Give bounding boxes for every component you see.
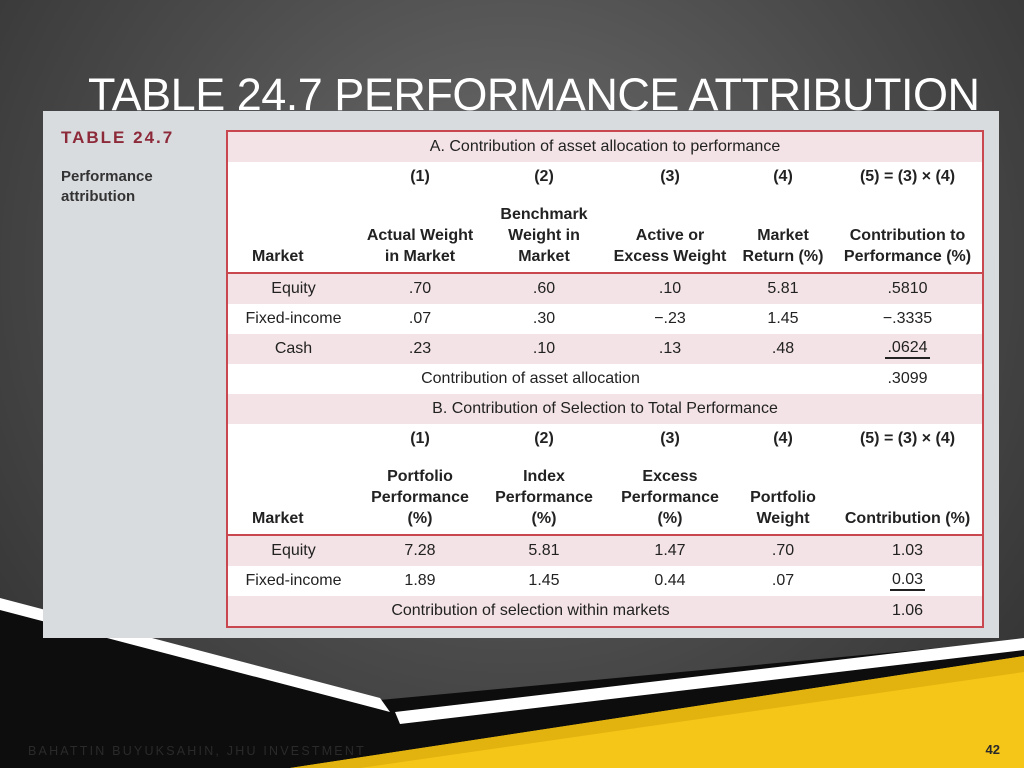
table-cell: .48 [733, 334, 833, 364]
col-number: (3) [660, 430, 680, 447]
column-header: Contribution to Performance (%) [843, 227, 972, 265]
table-cell: .70 [359, 273, 481, 304]
section-a-header-row: Market Actual Weight in Market Benchmark… [227, 192, 984, 273]
table-cell: .07 [771, 572, 795, 589]
column-header: Excess Performance (%) [621, 468, 719, 527]
column-header: Market [252, 510, 304, 527]
page-number: 42 [985, 742, 1000, 757]
section-b-header-row: Market Portfolio Performance (%) Index P… [227, 454, 984, 535]
table-row: Fixed-income 1.89 1.45 0.44 .07 0.03 [227, 566, 983, 596]
col-number: (4) [773, 430, 793, 447]
column-header: Actual Weight in Market [366, 227, 474, 265]
section-a-column-numbers: (1) (2) (3) (4) (5) = (3) × (4) [227, 162, 983, 192]
table-cell: 0.44 [654, 572, 686, 589]
col-number: (2) [534, 430, 554, 447]
total-value: 1.06 [833, 596, 984, 627]
market-cell: Fixed-income [245, 310, 342, 327]
table-cell: .10 [481, 334, 607, 364]
col-number: (2) [534, 168, 554, 185]
table-caption-label: TABLE 24.7 [61, 128, 175, 147]
column-header: Market Return (%) [742, 227, 824, 265]
table-cell: 0.03 [833, 566, 983, 596]
table-cell: 1.89 [404, 572, 436, 589]
table-cell: .70 [733, 535, 833, 566]
table-cell: .13 [607, 334, 733, 364]
col-number: (5) = (3) × (4) [859, 168, 956, 185]
performance-attribution-table: A. Contribution of asset allocation to p… [226, 130, 985, 628]
market-cell: Equity [227, 273, 359, 304]
col-number: (5) = (3) × (4) [859, 430, 956, 447]
table-cell: .5810 [833, 273, 984, 304]
section-a-title: A. Contribution of asset allocation to p… [227, 131, 984, 162]
section-b-title: B. Contribution of Selection to Total Pe… [227, 394, 984, 424]
table-cell: .10 [607, 273, 733, 304]
table-row: Equity .70 .60 .10 5.81 .5810 [227, 273, 984, 304]
table-caption-description: Performance attribution [61, 168, 153, 205]
column-header: Benchmark Weight in Market [500, 206, 588, 265]
column-header: Active or Excess Weight [613, 227, 727, 265]
total-row: Contribution of selection within markets… [227, 596, 984, 627]
market-cell: Equity [227, 535, 359, 566]
table-cell: .30 [532, 310, 556, 327]
market-cell: Fixed-income [245, 572, 342, 589]
table-cell: 1.45 [528, 572, 560, 589]
table-cell: 5.81 [733, 273, 833, 304]
total-label: Contribution of asset allocation [421, 370, 640, 387]
table-row: Fixed-income .07 .30 −.23 1.45 −.3335 [227, 304, 983, 334]
column-header: Market [252, 248, 304, 265]
table-cell: 7.28 [359, 535, 481, 566]
column-header: Portfolio Performance (%) [371, 468, 469, 527]
underlined-value: 0.03 [889, 571, 926, 591]
table-cell: 1.03 [833, 535, 984, 566]
col-number: (1) [410, 430, 430, 447]
table-cell: 5.81 [481, 535, 607, 566]
column-header: Portfolio Weight [750, 489, 816, 527]
table-cell: 1.45 [767, 310, 799, 327]
table-panel: TABLE 24.7 Performance attribution A. Co… [43, 111, 999, 638]
column-header: Index Performance (%) [495, 468, 593, 527]
total-row: Contribution of asset allocation .3099 [227, 364, 983, 394]
section-b-column-numbers: (1) (2) (3) (4) (5) = (3) × (4) [227, 424, 983, 454]
market-cell: Cash [227, 334, 359, 364]
section-b-title-row: B. Contribution of Selection to Total Pe… [227, 394, 984, 424]
table-cell: .60 [481, 273, 607, 304]
table-row: Cash .23 .10 .13 .48 .0624 [227, 334, 984, 364]
table-cell: 1.47 [607, 535, 733, 566]
underlined-value: .0624 [885, 339, 930, 359]
table-cell: −.23 [654, 310, 686, 327]
column-header: Contribution (%) [844, 510, 971, 527]
total-value: .3099 [887, 370, 928, 387]
total-label: Contribution of selection within markets [227, 596, 833, 627]
table-cell: .07 [408, 310, 432, 327]
table-cell: .0624 [833, 334, 984, 364]
section-a-title-row: A. Contribution of asset allocation to p… [227, 131, 984, 162]
table-cell: −.3335 [882, 310, 933, 327]
col-number: (3) [660, 168, 680, 185]
col-number: (1) [410, 168, 430, 185]
slide-title: TABLE 24.7 PERFORMANCE ATTRIBUTION [88, 69, 980, 120]
table-cell: .23 [359, 334, 481, 364]
slide-footer: BAHATTIN BUYUKSAHIN, JHU INVESTMENT [28, 744, 366, 758]
table-row: Equity 7.28 5.81 1.47 .70 1.03 [227, 535, 984, 566]
col-number: (4) [773, 168, 793, 185]
